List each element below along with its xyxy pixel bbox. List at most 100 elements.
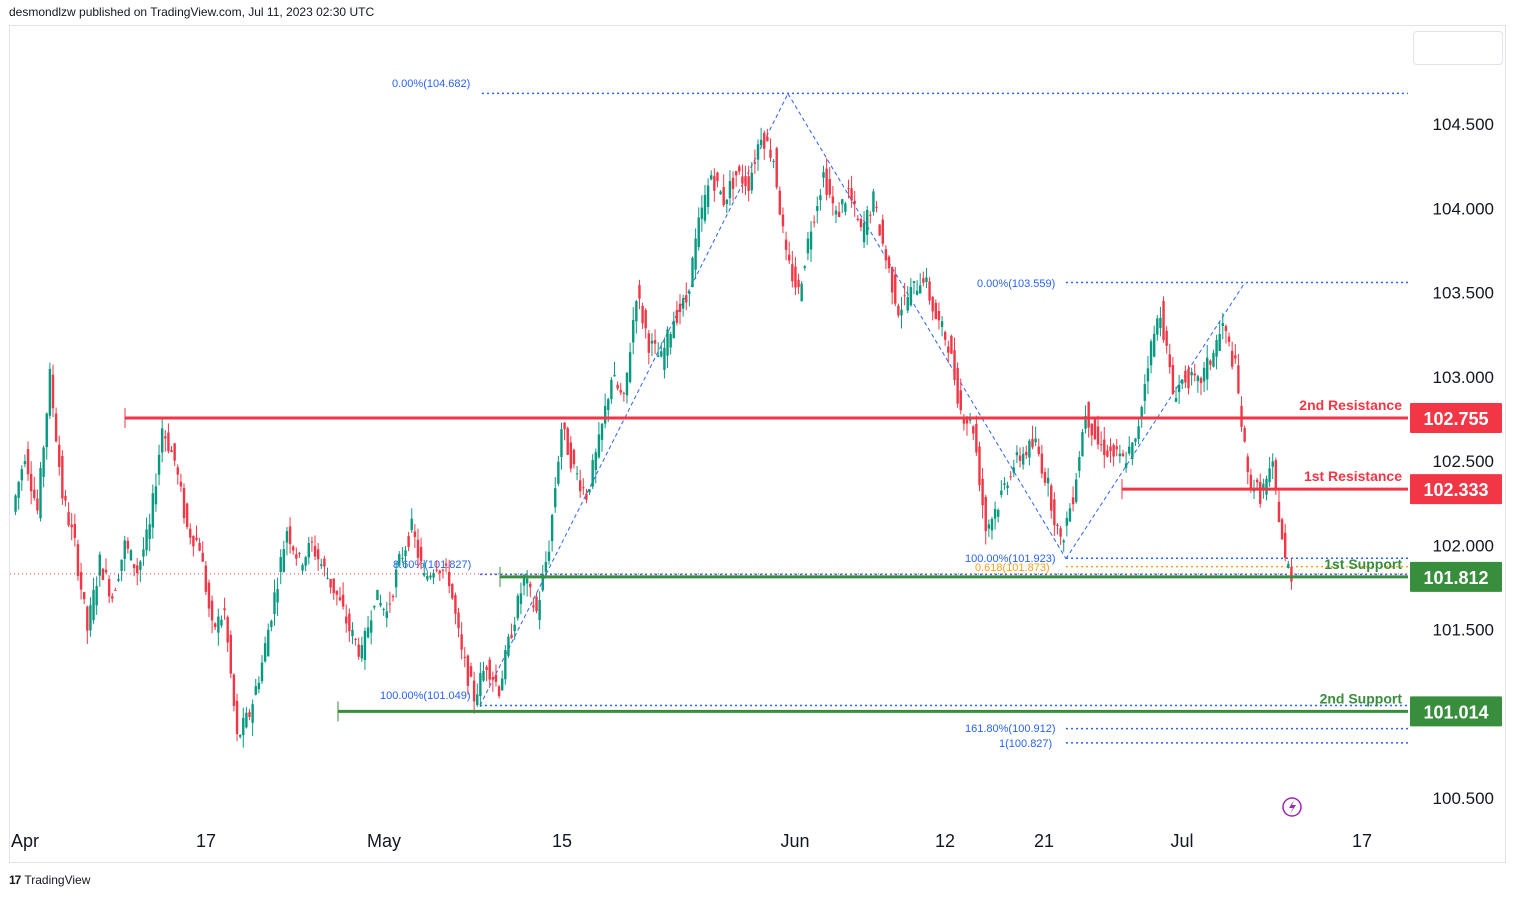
candle: [1230, 351, 1234, 367]
candle: [185, 503, 189, 528]
candle: [463, 656, 466, 658]
candle: [301, 565, 304, 571]
candle: [1096, 426, 1100, 445]
fib-label: 100.00%(101.923): [965, 553, 1056, 565]
candle: [1274, 460, 1278, 489]
candle: [650, 340, 654, 344]
candle: [357, 644, 360, 657]
candle: [1118, 453, 1122, 457]
candle: [635, 301, 638, 322]
candle: [111, 596, 114, 599]
candle: [329, 578, 332, 588]
candle: [1053, 499, 1056, 526]
candle: [675, 309, 679, 323]
candle: [529, 583, 532, 588]
candle: [859, 218, 863, 228]
candle: [1252, 490, 1256, 492]
candle: [210, 600, 214, 621]
x-tick-label: 21: [1034, 831, 1054, 851]
level-label: 2nd Support: [1320, 690, 1403, 706]
candle: [457, 612, 460, 629]
fib-label: 8.60%(101.827): [393, 559, 471, 571]
candle: [226, 617, 229, 643]
candle: [912, 281, 916, 284]
candle: [129, 550, 133, 561]
candle: [1290, 566, 1293, 582]
candle: [198, 542, 201, 551]
candle: [1284, 532, 1287, 558]
candle: [36, 498, 39, 511]
candle: [875, 206, 878, 208]
candle: [744, 176, 747, 187]
x-tick-label: Apr: [11, 831, 39, 851]
candle: [853, 200, 856, 204]
candle: [775, 148, 778, 188]
candle: [20, 469, 23, 481]
candle: [488, 659, 491, 680]
candle: [1209, 360, 1212, 365]
candle: [1202, 367, 1206, 382]
candle: [23, 461, 27, 465]
candle: [694, 238, 697, 270]
candle: [532, 605, 535, 608]
candle: [834, 210, 838, 215]
candle: [1177, 384, 1181, 393]
candle: [984, 496, 987, 532]
candle: [441, 569, 445, 571]
candle: [1174, 397, 1178, 402]
lightning-icon[interactable]: [1282, 797, 1302, 817]
candle: [928, 281, 931, 301]
candle: [95, 585, 98, 606]
price-badge-label: 101.812: [1423, 568, 1488, 588]
candle: [316, 549, 320, 560]
fib-trend-line: [1065, 282, 1246, 560]
candle: [1134, 438, 1137, 442]
x-tick-label: 17: [196, 831, 216, 851]
chart-overlay-box[interactable]: [1413, 31, 1503, 65]
y-tick-label: 104.000: [1433, 199, 1494, 218]
candle: [363, 630, 367, 661]
candle: [550, 515, 554, 542]
candle: [61, 456, 64, 499]
candle: [672, 321, 675, 339]
candle: [972, 426, 975, 434]
candle: [716, 172, 719, 182]
candle: [862, 222, 866, 243]
candle: [641, 305, 644, 324]
candle: [1099, 444, 1103, 446]
candle: [1196, 376, 1200, 382]
candle: [451, 584, 454, 599]
y-tick-label: 102.000: [1433, 536, 1494, 555]
candle: [1090, 423, 1093, 436]
candle: [619, 389, 622, 393]
candle: [703, 194, 707, 221]
candle: [816, 206, 819, 211]
candle: [26, 449, 30, 475]
candle: [1224, 326, 1228, 331]
candle: [613, 374, 616, 377]
candle: [713, 176, 716, 191]
candle: [58, 444, 61, 467]
candle: [438, 570, 442, 574]
candle: [17, 481, 20, 498]
candle: [126, 540, 130, 549]
candle: [398, 554, 401, 566]
lightning-icon-glyph: [1289, 800, 1296, 814]
y-tick-label: 103.000: [1433, 368, 1494, 387]
candle: [307, 543, 310, 558]
candle: [304, 557, 307, 566]
candle: [29, 473, 33, 492]
candle: [719, 191, 722, 195]
candle: [950, 335, 953, 354]
candle: [1240, 405, 1243, 427]
candle: [432, 573, 435, 578]
candle: [416, 539, 420, 558]
candle: [981, 478, 984, 506]
candle: [1000, 490, 1003, 495]
candle: [1227, 336, 1231, 342]
candle: [1243, 427, 1246, 442]
candle: [763, 132, 766, 149]
candle: [79, 572, 83, 590]
candle: [1137, 426, 1140, 439]
